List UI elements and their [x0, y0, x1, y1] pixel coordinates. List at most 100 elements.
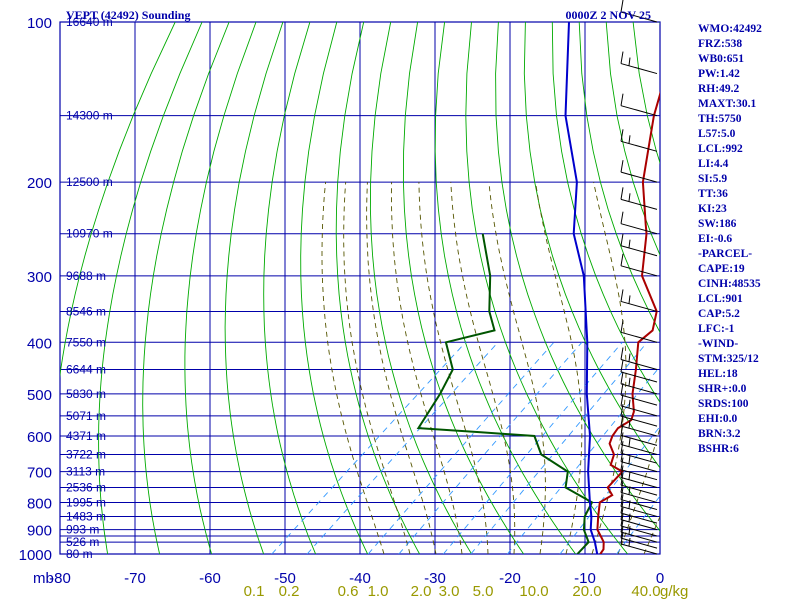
pressure-tick-label: 200 — [27, 175, 52, 192]
sounding-datetime: 0000Z 2 NOV 25 — [566, 8, 651, 22]
sounding-index-line: TT:36 — [698, 188, 728, 200]
pressure-tick-label: 700 — [27, 465, 52, 482]
sounding-index-line: WB0:651 — [698, 53, 744, 65]
mixing-ratio-label: 10.0 — [519, 583, 548, 600]
wind-barb — [620, 449, 658, 473]
dry-adiabat-line — [402, 22, 524, 554]
mixing-ratio-line — [306, 341, 499, 554]
sounding-index-line: -PARCEL- — [698, 248, 753, 260]
dry-adiabat-line — [369, 22, 472, 554]
moist-adiabat-line — [591, 182, 627, 554]
sounding-index-line: MAXT:30.1 — [698, 98, 757, 110]
pressure-tick-label: 600 — [27, 429, 52, 446]
dry-adiabat-line — [605, 22, 660, 257]
wind-barb — [620, 253, 658, 277]
dry-adiabat-line — [578, 22, 660, 334]
temperature-tick-label: -70 — [124, 570, 146, 587]
dry-adiabat-line — [523, 22, 660, 469]
dry-adiabat-line — [300, 22, 369, 554]
sounding-index-line: PW:1.42 — [698, 68, 740, 80]
temperature-tick-label: 0 — [656, 570, 664, 587]
height-label: 1995 m — [66, 495, 106, 509]
wind-barb — [620, 487, 658, 511]
wind-barb — [620, 51, 658, 75]
pressure-tick-label: 500 — [27, 387, 52, 404]
wind-barb — [620, 432, 658, 455]
height-label: 12500 m — [66, 175, 113, 189]
mixing-ratio-unit: g/kg — [660, 583, 688, 600]
sounding-index-line: HEL:18 — [698, 368, 738, 380]
mixing-ratio-label: 5.0 — [473, 583, 494, 600]
height-label: 80 m — [66, 547, 93, 561]
sounding-index-line: CAP:5.2 — [698, 308, 740, 320]
sounding-index-line: BSHR:6 — [698, 443, 739, 455]
sounding-index-line: KI:23 — [698, 203, 727, 215]
dry-adiabat-line — [551, 22, 660, 404]
wind-barb — [620, 93, 658, 117]
pressure-tick-label: 400 — [27, 335, 52, 352]
sounding-index-line: -WIND- — [698, 338, 739, 350]
temperature-tick-label: -80 — [49, 570, 71, 587]
wind-barb — [620, 371, 658, 395]
pressure-temperature-grid — [59, 21, 661, 555]
height-label: 16640 m — [66, 15, 113, 29]
wind-barb — [620, 465, 658, 489]
moist-adiabat-line — [418, 182, 489, 554]
height-label: 9688 m — [66, 269, 106, 283]
mixing-ratio-label: 20.0 — [572, 583, 601, 600]
moist-adiabat-line — [450, 182, 516, 554]
height-label: 2536 m — [66, 481, 106, 495]
temperature-tick-label: -10 — [574, 570, 596, 587]
height-label: 4371 m — [66, 429, 106, 443]
mixing-ratio-label: 0.2 — [279, 583, 300, 600]
sounding-indices-panel: WMO:42492 FRZ:538 WB0:651 PW:1.42 RH:49.2 MAX… — [698, 22, 762, 457]
moist-adiabat-line — [343, 182, 411, 554]
dry-adiabat-line — [224, 22, 284, 554]
wind-barb — [620, 347, 658, 370]
pressure-tick-label: 900 — [27, 523, 52, 540]
mixing-ratio-line — [367, 342, 555, 554]
pressure-tick-label: 800 — [27, 495, 52, 512]
pressure-tick-label: 100 — [27, 15, 52, 32]
sounding-index-line: LI:4.4 — [698, 158, 729, 170]
mixing-ratio-line — [559, 425, 660, 554]
wind-barb — [620, 289, 658, 312]
sounding-index-line: WMO:42492 — [698, 23, 762, 35]
pressure-tick-label: 300 — [27, 269, 52, 286]
axis-labels: 100 200 300 400 500 600 700 800 900 1000 16640 m 14… — [19, 15, 689, 600]
wind-barb — [620, 441, 658, 464]
temperature-tick-label: -30 — [424, 570, 446, 587]
sounding-index-line: LFC:-1 — [698, 323, 735, 335]
wind-barb — [620, 0, 658, 23]
sounding-index-line: EHI:0.0 — [698, 413, 738, 425]
chart-title: VEPT (42492) Sounding — [66, 8, 190, 22]
height-label: 7550 m — [66, 335, 106, 349]
mixing-ratio-line — [443, 342, 623, 554]
parcel-path-line — [564, 22, 599, 554]
height-label: 526 m — [66, 535, 99, 549]
temperature-tick-label: -60 — [199, 570, 221, 587]
sounding-index-line: TH:5750 — [698, 113, 742, 125]
wind-barb — [620, 359, 658, 383]
dry-adiabat-line — [60, 22, 176, 378]
temperature-tick-label: -50 — [274, 570, 296, 587]
sounding-series — [416, 22, 660, 554]
wind-barb — [620, 423, 658, 446]
sounding-index-line: STM:325/12 — [698, 353, 759, 365]
mixing-ratio-line — [398, 342, 583, 554]
wind-barb — [620, 383, 658, 406]
moist-adiabat-line — [390, 182, 463, 554]
wind-barbs — [620, 0, 658, 555]
dry-adiabat-line — [98, 22, 203, 554]
dry-adiabat-line — [184, 22, 257, 554]
sounding-index-line: RH:49.2 — [698, 83, 740, 95]
mixing-ratio-line — [271, 341, 466, 554]
height-label: 3113 m — [66, 465, 105, 479]
height-label: 6644 m — [66, 363, 106, 377]
mixing-ratio-label: 3.0 — [439, 583, 460, 600]
height-label: 3722 m — [66, 447, 106, 461]
wind-barb — [620, 320, 658, 343]
height-label: 1483 m — [66, 509, 106, 523]
wind-barb — [620, 160, 658, 183]
